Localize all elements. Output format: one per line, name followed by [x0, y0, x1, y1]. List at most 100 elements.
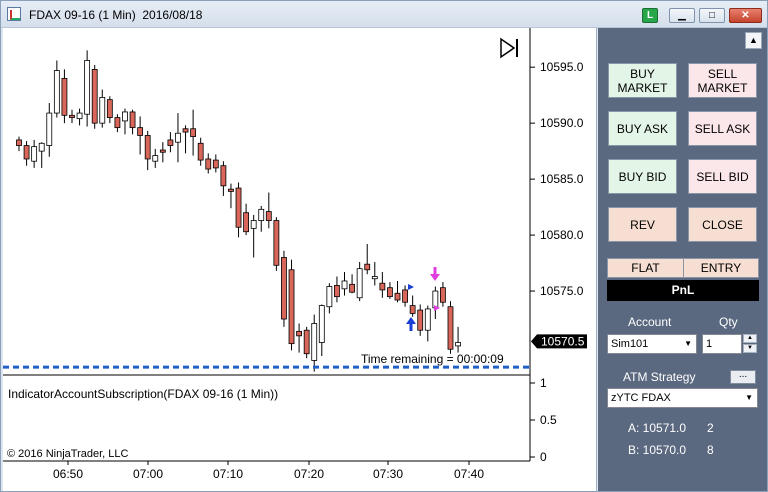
candle-body — [440, 287, 446, 303]
candle-body — [205, 158, 212, 170]
account-select[interactable]: Sim101 — [607, 334, 697, 354]
window-title: FDAX 09-16 (1 Min) 2016/08/18 — [29, 8, 203, 22]
minimize-button[interactable]: ▁ — [669, 8, 695, 23]
sell-market-button[interactable]: SELL MARKET — [688, 63, 757, 98]
candle — [364, 244, 371, 275]
candle — [175, 113, 181, 163]
candle — [61, 69, 68, 124]
indicator-tick-label: 1 — [540, 376, 547, 390]
candle-body — [69, 114, 75, 118]
candle-body — [303, 329, 310, 355]
candle-body — [91, 69, 98, 124]
link-button[interactable]: L — [642, 8, 658, 23]
candle-body — [417, 309, 424, 331]
atm-strategy-select[interactable]: zYTC FDAX — [607, 388, 758, 408]
candle-body — [46, 112, 53, 146]
candle — [159, 142, 166, 163]
reverse-button[interactable]: REV — [608, 207, 677, 242]
candle-body — [31, 146, 38, 162]
candle-body — [114, 117, 121, 129]
candle — [303, 326, 310, 359]
candle-body — [212, 159, 219, 169]
chart-area[interactable]: 10595.0 10590.0 10585.0 10580.0 10575.0 1 0.5… — [3, 28, 597, 491]
candle-body — [258, 208, 265, 221]
candle-body — [144, 135, 151, 160]
buy-fill-arrow-icon — [406, 317, 416, 331]
buy-market-button[interactable]: BUY MARKET — [608, 63, 677, 98]
candle — [197, 137, 204, 166]
time-tick-label: 07:40 — [454, 467, 484, 481]
buy-bid-button[interactable]: BUY BID — [608, 159, 677, 194]
candle — [281, 250, 287, 327]
candle-body — [326, 286, 333, 308]
candle-body — [334, 285, 340, 298]
candle — [235, 182, 242, 238]
candle — [144, 130, 151, 171]
title-bar[interactable]: FDAX 09-16 (1 Min) 2016/08/18 L ▁ □ ✕ — [1, 1, 767, 28]
candle — [53, 60, 60, 118]
scroll-up-button[interactable]: ▲ — [745, 32, 762, 49]
candle-body — [137, 127, 144, 136]
candle-body — [311, 323, 318, 361]
atm-settings-button[interactable]: ... — [730, 370, 756, 384]
candle — [182, 125, 189, 154]
flat-status: FLAT — [607, 258, 684, 278]
quantity-input[interactable]: 1 — [702, 334, 742, 354]
candle-body — [38, 142, 45, 152]
candle-body — [220, 165, 227, 187]
maximize-button[interactable]: □ — [699, 8, 725, 23]
candle-body — [122, 111, 128, 122]
candle-body — [409, 305, 416, 314]
candle — [318, 304, 325, 356]
candle-body — [447, 306, 454, 350]
close-position-button[interactable]: CLOSE — [688, 207, 757, 242]
buy-ask-button[interactable]: BUY ASK — [608, 111, 677, 146]
qty-up-button[interactable]: ▲ — [743, 334, 757, 343]
candle — [341, 272, 348, 296]
candle-body — [250, 220, 257, 229]
pnl-display: PnL — [607, 280, 759, 301]
account-value: Sim101 — [611, 338, 649, 350]
price-tick-label: 10580.0 — [540, 228, 584, 242]
candle — [326, 283, 333, 314]
candle — [99, 89, 106, 128]
candle — [167, 132, 174, 153]
close-window-button[interactable]: ✕ — [729, 8, 762, 23]
scroll-to-end-icon[interactable] — [500, 37, 518, 59]
candle — [46, 102, 53, 157]
candle — [84, 50, 91, 127]
candle-body — [167, 139, 174, 146]
candle-body — [318, 305, 325, 343]
candle — [129, 109, 136, 135]
candle — [371, 261, 378, 286]
candle-body — [296, 330, 302, 337]
indicator-tick-label: 0.5 — [540, 413, 557, 427]
candle-body — [152, 155, 159, 162]
candle-body — [424, 308, 431, 331]
candle-body — [341, 280, 348, 290]
candle — [23, 141, 30, 166]
qty-down-button[interactable]: ▼ — [743, 344, 757, 353]
candle-body — [228, 188, 234, 192]
price-chart[interactable]: 10595.0 10590.0 10585.0 10580.0 10575.0 1 0.5… — [3, 28, 597, 491]
candle — [38, 142, 45, 168]
candle — [250, 214, 257, 258]
copyright-text: © 2016 NinjaTrader, LLC — [7, 448, 128, 460]
candle-body — [265, 211, 272, 221]
candle — [424, 305, 431, 342]
candle — [122, 108, 128, 135]
candle — [379, 272, 386, 298]
sell-bid-button[interactable]: SELL BID — [688, 159, 757, 194]
candle — [432, 286, 439, 320]
candle-body — [23, 145, 30, 160]
candle — [91, 64, 98, 129]
time-tick-label: 07:20 — [294, 467, 324, 481]
candle — [69, 109, 75, 124]
sell-ask-button[interactable]: SELL ASK — [688, 111, 757, 146]
candle-body — [53, 70, 60, 114]
sell-marker-triangle — [434, 305, 440, 311]
candle — [402, 285, 408, 307]
price-tick-label: 10595.0 — [540, 60, 584, 74]
candle-body — [197, 142, 204, 161]
